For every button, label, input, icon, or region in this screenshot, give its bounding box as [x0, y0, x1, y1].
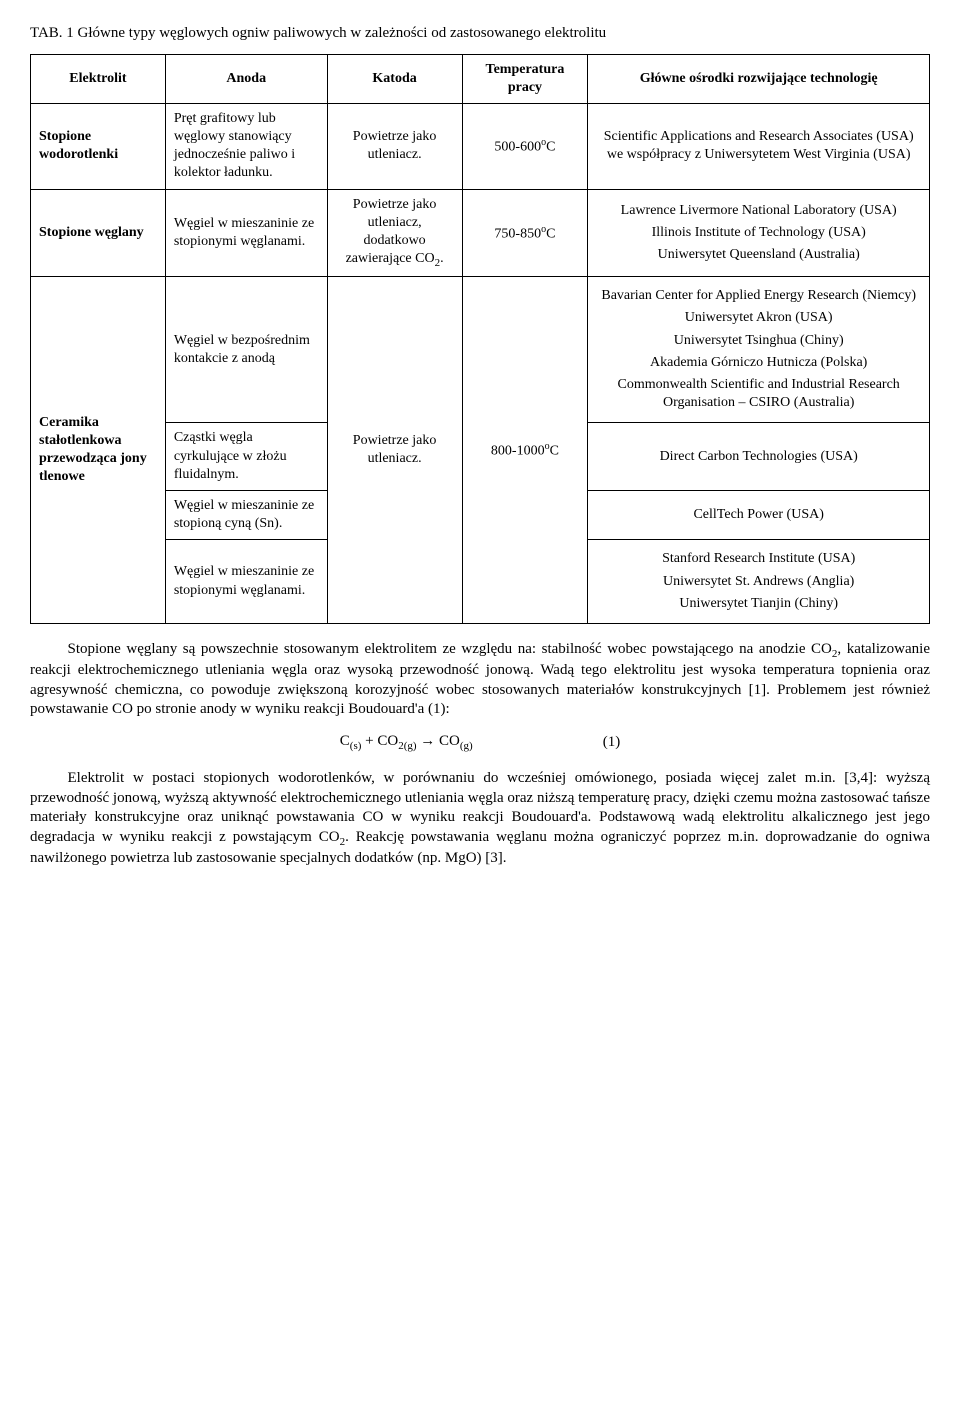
cell-osrodki: Bavarian Center for Applied Energy Resea… [588, 277, 930, 423]
cell-osrodki: Scientific Applications and Research Ass… [588, 103, 930, 189]
cell-osrodki: Lawrence Livermore National Laboratory (… [588, 189, 930, 277]
equation-number: (1) [603, 733, 621, 753]
cell-elektrolit: Stopione węglany [31, 189, 166, 277]
cell-elektrolit: Ceramika stałotlenkowa przewodząca jony … [31, 277, 166, 624]
th-elektrolit: Elektrolit [31, 54, 166, 103]
cell-temp: 750-850oC [462, 189, 588, 277]
cell-anoda: Węgiel w mieszaninie ze stopionymi węgla… [165, 189, 327, 277]
table-row: Ceramika stałotlenkowa przewodząca jony … [31, 277, 930, 423]
fuel-cell-types-table: Elektrolit Anoda Katoda Temperatura prac… [30, 54, 930, 624]
cell-temp: 800-1000oC [462, 277, 588, 624]
cell-osrodki: CellTech Power (USA) [588, 490, 930, 539]
cell-anoda: Węgiel w mieszaninie ze stopionymi węgla… [165, 540, 327, 624]
table-header-row: Elektrolit Anoda Katoda Temperatura prac… [31, 54, 930, 103]
cell-anoda: Cząstki węgla cyrkulujące w złożu fluida… [165, 423, 327, 491]
th-temperatura: Temperatura pracy [462, 54, 588, 103]
th-osrodki: Główne ośrodki rozwijające technologię [588, 54, 930, 103]
equation-row: C(s) + CO2(g) → CO(g) (1) [30, 732, 930, 753]
cell-elektrolit: Stopione wodorotlenki [31, 103, 166, 189]
cell-katoda: Powietrze jako utleniacz, dodatkowo zawi… [327, 189, 462, 277]
th-anoda: Anoda [165, 54, 327, 103]
cell-anoda: Pręt grafitowy lub węglowy stanowiący je… [165, 103, 327, 189]
cell-anoda: Węgiel w mieszaninie ze stopioną cyną (S… [165, 490, 327, 539]
table-row: Stopione wodorotlenki Pręt grafitowy lub… [31, 103, 930, 189]
cell-temp: 500-600oC [462, 103, 588, 189]
table-caption: TAB. 1 Główne typy węglowych ogniw paliw… [30, 24, 930, 44]
cell-katoda: Powietrze jako utleniacz. [327, 103, 462, 189]
cell-anoda: Węgiel w bezpośrednim kontakcie z anodą [165, 277, 327, 423]
cell-osrodki: Stanford Research Institute (USA) Uniwer… [588, 540, 930, 624]
body-paragraph-1: Stopione węglany są powszechnie stosowan… [30, 640, 930, 720]
cell-katoda: Powietrze jako utleniacz. [327, 277, 462, 624]
body-paragraph-2: Elektrolit w postaci stopionych wodorotl… [30, 769, 930, 868]
cell-osrodki: Direct Carbon Technologies (USA) [588, 423, 930, 491]
th-katoda: Katoda [327, 54, 462, 103]
equation-1: C(s) + CO2(g) → CO(g) [340, 732, 473, 753]
table-row: Stopione węglany Węgiel w mieszaninie ze… [31, 189, 930, 277]
